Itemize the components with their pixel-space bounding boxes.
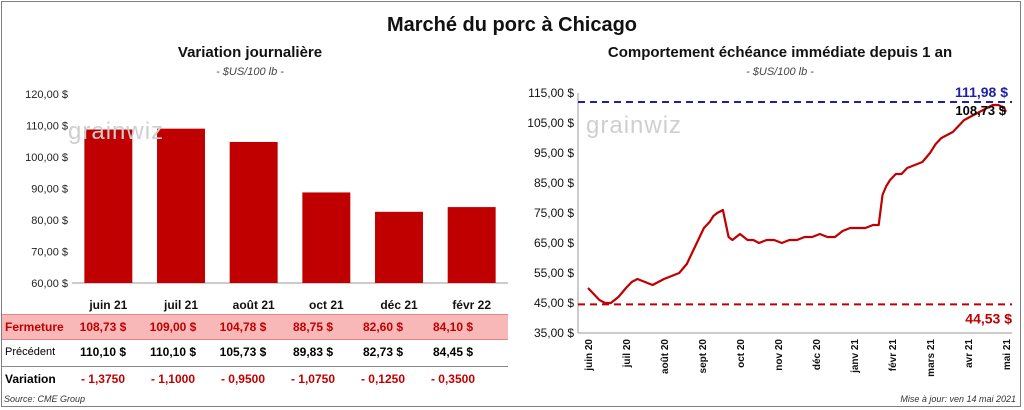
y-tick-label: 110,00 $ xyxy=(26,121,68,133)
y-tick-label: 95,00 $ xyxy=(534,146,574,160)
table-cell: 109,00 $ xyxy=(149,320,197,334)
y-tick-label: 75,00 $ xyxy=(534,206,574,220)
table-row-prev: Précédent 110,10 $ 110,10 $ 105,73 $ 89,… xyxy=(2,340,508,364)
bar xyxy=(375,211,423,283)
x-tick-label: févr 22 xyxy=(452,298,491,312)
y-tick-label: 105,00 $ xyxy=(527,116,574,130)
x-tick-label: août 21 xyxy=(233,298,275,312)
bar xyxy=(302,192,351,283)
table-cell: 82,60 $ xyxy=(362,320,404,334)
table-cell: 84,10 $ xyxy=(432,320,474,334)
row-label: Précédent xyxy=(5,346,56,358)
update-note: Mise à jour: ven 14 mai 2021 xyxy=(900,394,1016,404)
table-cell: 104,78 $ xyxy=(219,320,267,334)
high-value-label: 111,98 $ xyxy=(955,84,1008,100)
table-cell: - 1,3750 xyxy=(80,372,126,386)
y-tick-label: 90,00 $ xyxy=(31,184,68,196)
y-tick-label: 45,00 $ xyxy=(534,296,574,310)
table-cell: - 0,3500 xyxy=(430,372,476,386)
table-cell: - 1,0750 xyxy=(290,372,336,386)
table-row-close: Fermeture 108,73 $ 109,00 $ 104,78 $ 88,… xyxy=(2,314,508,340)
x-tick-label: oct 21 xyxy=(309,298,344,312)
right-subtitle: Comportement échéance immédiate depuis 1… xyxy=(607,44,953,61)
y-tick-label: 120,00 $ xyxy=(25,89,68,101)
right-unit: - $US/100 lb - xyxy=(746,66,814,78)
y-tick-label: 65,00 $ xyxy=(534,236,574,250)
x-tick-label: sept 20 xyxy=(698,339,709,374)
x-tick-label: janv 21 xyxy=(850,339,861,374)
table-cell: 108,73 $ xyxy=(79,320,127,334)
y-tick-label: 80,00 $ xyxy=(31,215,68,227)
y-tick-label: 35,00 $ xyxy=(534,326,574,340)
table-cell: 105,73 $ xyxy=(219,345,267,359)
left-unit: - $US/100 lb - xyxy=(216,66,284,78)
source-note: Source: CME Group xyxy=(4,394,86,404)
y-tick-label: 60,00 $ xyxy=(31,278,68,290)
table-cell: 110,10 $ xyxy=(149,345,197,359)
low-value-label: 44,53 $ xyxy=(965,310,1012,326)
y-tick-label: 70,00 $ xyxy=(31,247,68,259)
table-cell: - 0,1250 xyxy=(360,372,406,386)
y-tick-label: 100,00 $ xyxy=(25,152,68,164)
x-tick-label: août 20 xyxy=(660,339,671,374)
x-tick-label: mars 21 xyxy=(926,339,937,377)
bar xyxy=(84,129,133,283)
bar xyxy=(157,128,205,283)
y-tick-label: 55,00 $ xyxy=(534,266,574,280)
x-tick-label: févr 21 xyxy=(888,339,899,372)
table-cell: 89,83 $ xyxy=(292,345,334,359)
x-tick-label: déc 21 xyxy=(380,298,418,312)
row-label: Variation xyxy=(5,372,56,386)
last-value-label: 108,73 $ xyxy=(955,103,1006,118)
table-cell: 88,75 $ xyxy=(292,320,334,334)
x-tick-label: avr 21 xyxy=(964,339,975,368)
y-tick-label: 85,00 $ xyxy=(534,176,574,190)
x-tick-label: juil 20 xyxy=(622,339,633,369)
x-tick-label: oct 20 xyxy=(736,339,747,368)
table-cell: - 1,1000 xyxy=(150,372,196,386)
table-cell: 84,45 $ xyxy=(432,345,474,359)
x-tick-label: mai 21 xyxy=(1002,339,1013,371)
price-series-line xyxy=(587,103,1007,305)
row-label: Fermeture xyxy=(5,320,64,334)
watermark-right: grainwiz xyxy=(586,112,683,139)
table-cell: 110,10 $ xyxy=(79,345,127,359)
x-tick-label: nov 20 xyxy=(774,339,785,371)
y-tick-label: 115,00 $ xyxy=(528,86,574,100)
left-subtitle: Variation journalière xyxy=(177,44,323,61)
x-tick-label: juil 21 xyxy=(163,298,198,312)
bar xyxy=(229,141,278,283)
bar xyxy=(447,207,496,283)
x-tick-label: déc 20 xyxy=(812,339,823,371)
table-cell: 82,73 $ xyxy=(362,345,404,359)
table-row-variation: Variation - 1,3750 - 1,1000 - 0,9500 - 1… xyxy=(2,366,508,391)
watermark-left: grainwiz xyxy=(68,118,165,145)
table-cell: - 0,9500 xyxy=(220,372,266,386)
x-tick-label: juin 20 xyxy=(584,339,595,372)
x-tick-label: juin 21 xyxy=(88,298,127,312)
main-title: Marché du porc à Chicago xyxy=(386,14,638,36)
